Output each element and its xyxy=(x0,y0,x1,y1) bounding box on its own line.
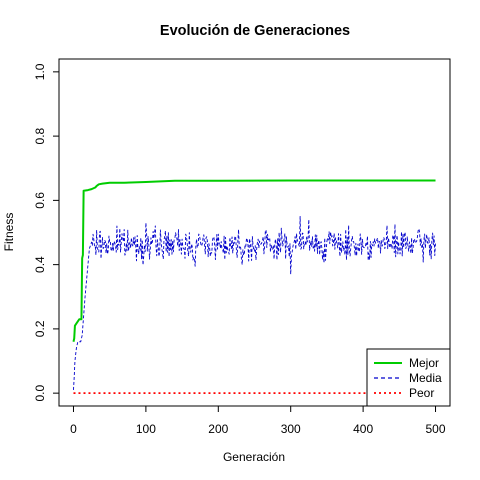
y-axis: 0.0 0.2 0.4 0.6 0.8 1.0 xyxy=(33,63,60,401)
x-tick-label: 500 xyxy=(426,422,446,436)
series-line-mejor xyxy=(72,179,436,342)
x-tick-label: 100 xyxy=(136,422,156,436)
x-tick-label: 300 xyxy=(281,422,301,436)
legend: Mejor Media Peor xyxy=(366,348,451,407)
legend-label-media: Media xyxy=(409,371,442,385)
x-tick-label: 0 xyxy=(70,422,77,436)
legend-label-peor: Peor xyxy=(409,386,434,400)
y-axis-label: Fitness xyxy=(2,213,16,252)
legend-box xyxy=(366,348,451,407)
y-tick-label: 0.8 xyxy=(33,127,47,144)
legend-label-mejor: Mejor xyxy=(409,356,439,370)
x-tick-label: 400 xyxy=(353,422,373,436)
y-tick-label: 0.0 xyxy=(33,384,47,401)
y-tick-label: 0.4 xyxy=(33,256,47,273)
series-line-media xyxy=(73,215,436,390)
y-tick-label: 0.2 xyxy=(33,320,47,337)
y-tick-label: 1.0 xyxy=(33,63,47,80)
chart-title: Evolución de Generaciones xyxy=(160,23,350,39)
y-tick-label: 0.6 xyxy=(33,192,47,209)
x-axis-label: Generación xyxy=(223,450,285,464)
x-tick-label: 200 xyxy=(208,422,228,436)
